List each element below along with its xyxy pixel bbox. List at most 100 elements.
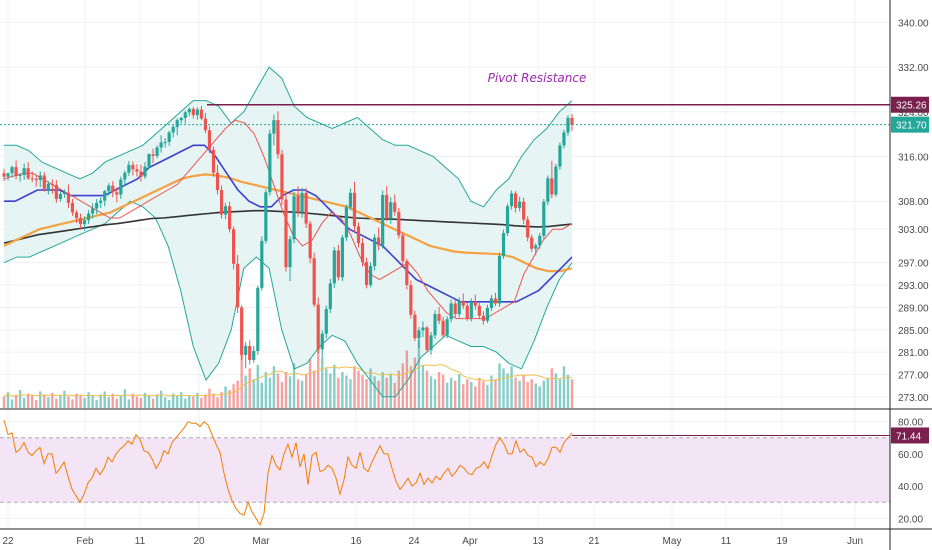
x-tick-label: Jun — [847, 536, 863, 547]
candle-body — [324, 309, 328, 334]
candle-body — [368, 266, 373, 286]
volume-bar — [369, 368, 372, 408]
candle-body — [397, 211, 401, 236]
volume-bar — [260, 382, 264, 408]
volume-bar — [6, 392, 10, 408]
price-tick-label: 308.00 — [898, 197, 929, 208]
volume-bar — [2, 396, 6, 408]
candle-body — [6, 173, 10, 177]
volume-bar — [196, 392, 199, 408]
candle-body — [336, 250, 340, 278]
candle-body — [312, 258, 316, 305]
candle-body — [167, 132, 171, 142]
candle-body — [332, 250, 336, 284]
candle-body — [328, 283, 332, 310]
price-tick-label: 285.00 — [898, 326, 929, 337]
volume-bar — [409, 366, 413, 408]
candle-body — [139, 171, 143, 177]
candle-body — [26, 168, 30, 179]
candle-body — [501, 233, 506, 256]
volume-bar — [470, 382, 473, 408]
volume-bar — [131, 393, 135, 408]
volume-bar — [216, 397, 219, 408]
candle-body — [296, 196, 300, 213]
candle-body — [348, 192, 353, 208]
volume-bar — [425, 370, 429, 408]
volume-bar — [570, 379, 574, 408]
price-tick-label: 297.00 — [898, 259, 929, 270]
candle-body — [131, 164, 135, 170]
candle-body — [469, 301, 473, 319]
ma-long-line — [3, 209, 573, 244]
candle-body — [558, 145, 562, 167]
volume-bar — [566, 374, 570, 408]
x-tick-label: 20 — [193, 536, 205, 547]
candle-body — [389, 202, 393, 218]
volume-bar — [51, 392, 54, 408]
volume-bar — [252, 379, 255, 408]
candle-body — [183, 112, 187, 118]
candle-body — [30, 178, 34, 180]
x-tick-label: May — [663, 536, 682, 547]
volume-bar — [26, 393, 30, 408]
candle-body — [364, 262, 369, 286]
candle-body — [135, 169, 139, 172]
volume-bar — [151, 398, 155, 408]
volume-bar — [518, 380, 521, 408]
candle-body — [280, 154, 284, 200]
volume-bar — [304, 374, 308, 408]
volume-bar — [429, 376, 433, 408]
price-tick-label: 332.00 — [898, 63, 929, 74]
volume-bar — [208, 388, 211, 408]
volume-bar — [111, 393, 114, 408]
volume-bar — [312, 370, 316, 408]
candle-body — [421, 327, 425, 331]
volume-bar — [325, 368, 328, 408]
volume-bar — [353, 366, 356, 408]
volume-bar — [91, 395, 94, 408]
rsi-tick-label: 20.00 — [898, 514, 923, 525]
price-candles[interactable] — [2, 106, 574, 369]
candle-body — [268, 133, 272, 193]
volume-bar — [389, 373, 392, 408]
candle-body — [18, 174, 22, 177]
volume-bar — [276, 373, 280, 408]
price-tick-label: 289.00 — [898, 303, 929, 314]
volume-bar — [272, 366, 276, 408]
volume-bar — [103, 391, 106, 408]
rsi-tick-label: 60.00 — [898, 450, 923, 461]
candle-body — [393, 202, 397, 212]
volume-bar — [43, 394, 46, 408]
volume-bar — [333, 364, 336, 408]
volume-bar — [248, 368, 251, 408]
volume-bar — [502, 368, 505, 408]
volume-bar — [337, 377, 340, 408]
candle-body — [405, 261, 409, 286]
candle-body — [505, 206, 510, 234]
volume-bar — [514, 377, 517, 408]
volume-bar — [119, 395, 123, 408]
volume-bar — [526, 382, 529, 408]
resistance-line[interactable]: 325.26 321.70 — [0, 96, 929, 133]
ma-fast-line — [3, 119, 573, 320]
candle-body — [288, 239, 292, 268]
candle-body — [10, 167, 14, 174]
price-tick-label: 273.00 — [898, 393, 929, 404]
rsi-line: 71.44 — [3, 419, 929, 526]
price-tick-label: 324.00 — [898, 108, 929, 119]
candle-body — [497, 255, 502, 304]
x-tick-label: Feb — [76, 536, 94, 547]
candle-body — [522, 201, 526, 220]
volume-bar — [486, 384, 489, 408]
last-price-tag-label: 321.70 — [896, 121, 927, 132]
x-tick-label: Apr — [462, 536, 478, 547]
candle-body — [320, 333, 324, 350]
candle-body — [175, 120, 179, 127]
candle-body — [373, 237, 377, 267]
candle-body — [304, 192, 308, 224]
volume-bar — [296, 379, 300, 408]
volume-bar — [176, 395, 179, 408]
candle-body — [570, 117, 574, 125]
candle-body — [215, 172, 220, 191]
